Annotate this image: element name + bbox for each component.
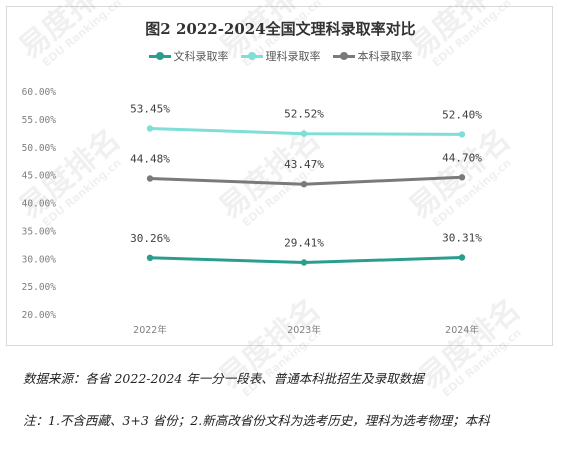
y-tick-label: 45.00% (22, 171, 57, 182)
y-tick-label: 60.00% (22, 87, 57, 98)
y-tick-label: 40.00% (22, 199, 57, 210)
y-tick-label: 50.00% (22, 143, 57, 154)
footnote-text: 注：1.不含西藏、3+3 省份；2.新高改省份文科为选考历史，理科为选考物理；本… (23, 413, 490, 428)
series-layer: 30.26% 29.41% 30.31% 53.45% 52.52% 52.40% 44.4… (130, 103, 482, 266)
data-point (300, 259, 308, 266)
y-tick-label: 30.00% (22, 254, 57, 265)
legend-swatch-benke (332, 50, 355, 62)
data-label: 43.47% (284, 158, 324, 171)
data-point (300, 130, 308, 137)
x-tick-label: 2024年 (445, 324, 479, 336)
x-axis: 2022年 2023年 2024年 (133, 324, 479, 336)
x-tick-label: 2022年 (133, 324, 167, 336)
data-point (146, 254, 154, 261)
data-label: 53.45% (130, 103, 170, 116)
legend-swatch-wenke (148, 50, 171, 62)
data-point (458, 131, 466, 138)
chart-title: 图2 2022-2024全国文理科录取率对比 (145, 20, 416, 38)
data-label: 52.40% (442, 108, 482, 121)
legend-label-wenke: 文科录取率 (173, 50, 229, 63)
data-point (146, 175, 154, 182)
y-tick-label: 55.00% (22, 115, 57, 126)
chart-legend: 文科录取率 理科录取率 本科录取率 (0, 48, 561, 64)
y-axis: 20.00% 25.00% 30.00% 35.00% 40.00% 45.00% 50.0… (22, 87, 57, 321)
data-point (458, 254, 466, 261)
legend-item-like: 理科录取率 (240, 48, 321, 64)
data-label: 30.31% (442, 232, 482, 245)
data-point (146, 125, 154, 132)
y-tick-label: 20.00% (22, 310, 57, 321)
y-tick-label: 25.00% (22, 282, 57, 293)
legend-label-benke: 本科录取率 (357, 50, 413, 63)
data-label: 29.41% (284, 237, 324, 250)
legend-item-benke: 本科录取率 (332, 48, 413, 64)
legend-item-wenke: 文科录取率 (148, 48, 229, 64)
legend-swatch-like (240, 50, 263, 62)
data-label: 30.26% (130, 232, 170, 245)
y-tick-label: 35.00% (22, 226, 57, 237)
data-label: 52.52% (284, 108, 324, 121)
x-tick-label: 2023年 (287, 324, 321, 336)
legend-label-like: 理科录取率 (265, 50, 321, 63)
data-point (300, 181, 308, 188)
data-label: 44.48% (130, 153, 170, 166)
data-source-text: 数据来源：各省 2022-2024 年一分一段表、普通本科批招生及录取数据 (23, 371, 424, 386)
data-point (458, 174, 466, 181)
data-label: 44.70% (442, 151, 482, 164)
